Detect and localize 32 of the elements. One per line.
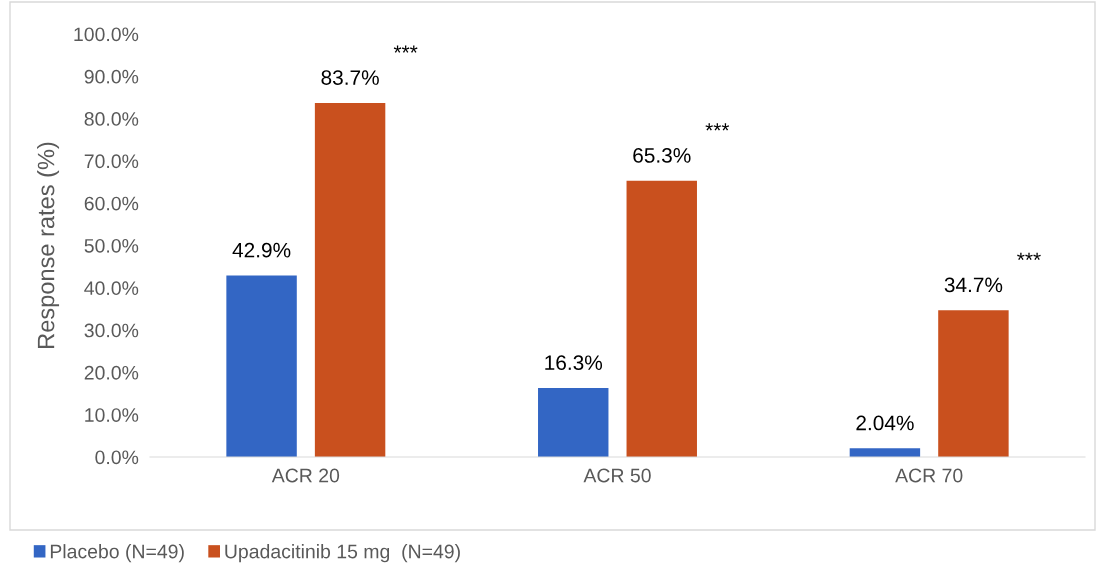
- legend-label: Placebo (N=49): [50, 544, 184, 563]
- y-tick-label: 90.0%: [84, 69, 139, 84]
- data-label: 2.04%: [856, 415, 914, 431]
- y-tick-label: 20.0%: [84, 365, 139, 380]
- data-label: 42.9%: [232, 242, 291, 258]
- bar: [226, 275, 297, 457]
- y-tick-label: 10.0%: [85, 408, 139, 422]
- y-tick-label: 100.0%: [74, 27, 139, 42]
- y-tick-label: 30.0%: [84, 323, 139, 338]
- y-tick-label: 60.0%: [84, 196, 139, 211]
- legend-label: Upadacitinib 15 mg (N=49): [225, 544, 460, 563]
- x-tick-label: ACR 50: [583, 468, 651, 483]
- data-label: 16.3%: [545, 355, 603, 371]
- x-tick-label: ACR 70: [895, 468, 963, 483]
- y-tick-label: 40.0%: [84, 281, 139, 296]
- bar: [538, 388, 609, 457]
- y-axis-title: Response rates (%): [37, 142, 60, 348]
- annotation: ***: [1017, 252, 1041, 260]
- data-label: 83.7%: [321, 70, 379, 85]
- x-tick-label: ACR 20: [271, 468, 340, 483]
- bar: [849, 448, 921, 457]
- bar: [938, 310, 1009, 457]
- y-tick-label: 0.0%: [95, 450, 139, 465]
- data-label: 34.7%: [944, 277, 1003, 293]
- bar: [626, 180, 697, 457]
- y-tick-label: 70.0%: [84, 154, 139, 169]
- annotation: ***: [705, 123, 730, 131]
- y-tick-label: 80.0%: [84, 112, 139, 126]
- y-tick-label: 50.0%: [84, 238, 139, 253]
- annotation: ***: [393, 45, 418, 53]
- data-label: 65.3%: [633, 148, 691, 163]
- bar: [314, 102, 386, 457]
